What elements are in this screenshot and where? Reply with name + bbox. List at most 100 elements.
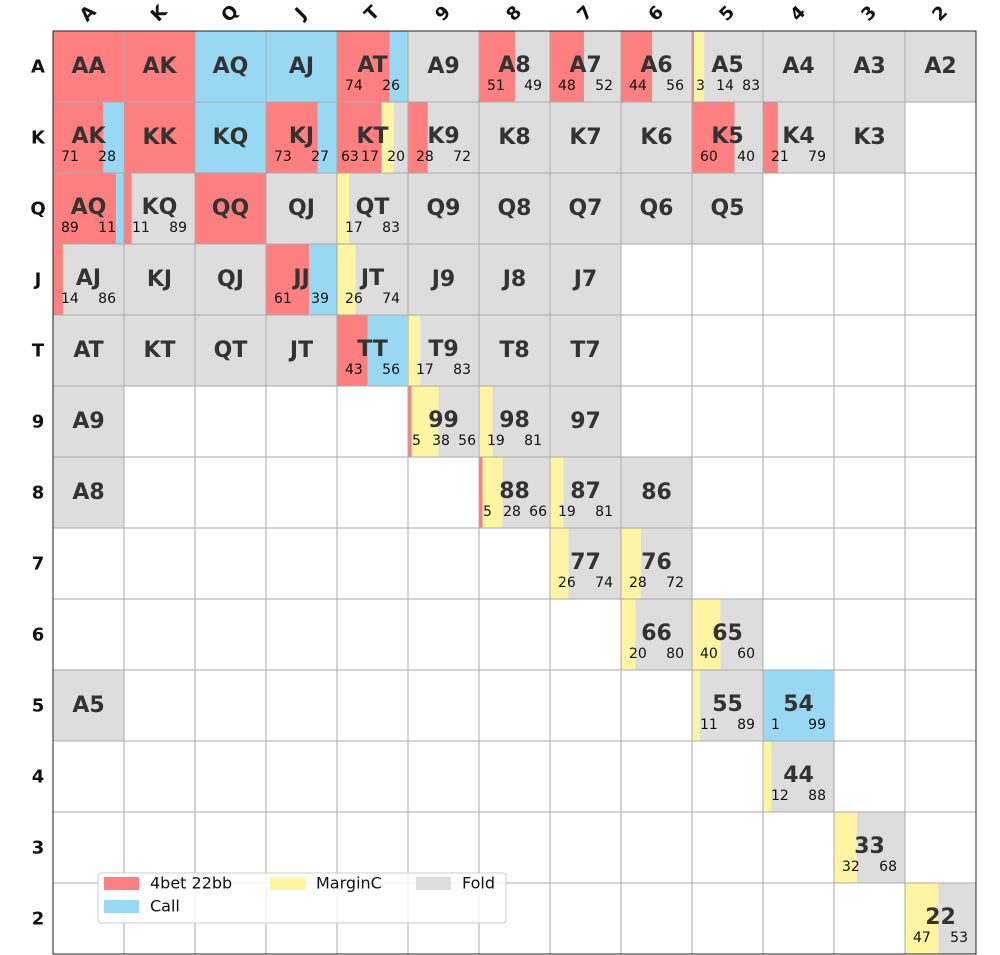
frequency-label: 56 [666, 78, 684, 94]
segment-f [420, 315, 479, 386]
segment-f [763, 31, 834, 102]
segment-r [621, 31, 653, 102]
frequency-label: 20 [387, 149, 405, 165]
hand-cell-97 [550, 386, 621, 457]
segment-f [479, 315, 550, 386]
frequency-label: 61 [274, 291, 292, 307]
frequency-label: 53 [950, 930, 968, 946]
hand-cell-kj [266, 102, 337, 173]
hand-cell-aq [53, 173, 124, 244]
segment-f [550, 173, 621, 244]
segment-f [938, 883, 976, 954]
hand-cell-98 [479, 386, 550, 457]
hand-cell-q5 [692, 173, 763, 244]
segment-f [640, 528, 692, 599]
hand-cell-k8 [479, 102, 550, 173]
hand-cell-q8 [479, 173, 550, 244]
segment-f [635, 599, 692, 670]
hand-label: A2 [924, 54, 956, 79]
segment-c [266, 31, 337, 102]
hand-cell-55 [692, 670, 763, 741]
frequency-label: 19 [487, 433, 505, 449]
hand-label: KT [356, 124, 388, 149]
segment-f [408, 173, 479, 244]
segment-f [131, 173, 195, 244]
segment-f [777, 102, 834, 173]
legend-swatch [104, 877, 139, 890]
frequency-label: 28 [98, 149, 116, 165]
hand-cell-87 [550, 457, 621, 528]
column-tick-label: 3 [857, 2, 881, 26]
hand-cell-q6 [621, 173, 692, 244]
segment-c [317, 102, 337, 173]
hand-cell-t9 [408, 315, 479, 386]
segment-f [479, 244, 550, 315]
segment-r [337, 102, 382, 173]
hand-label: 99 [428, 408, 459, 433]
hand-cell-t8 [479, 315, 550, 386]
legend-item: Fold [416, 874, 495, 893]
frequency-label: 11 [98, 220, 116, 236]
hand-label: K8 [498, 125, 530, 150]
frequency-label: 60 [700, 149, 718, 165]
segment-f [266, 315, 337, 386]
segment-r [692, 102, 735, 173]
frequency-label: 63 [341, 149, 359, 165]
hand-label: 77 [570, 550, 601, 575]
segment-f [124, 315, 195, 386]
segment-m [692, 599, 721, 670]
hand-label: A9 [72, 409, 104, 434]
hand-cell-a9 [53, 386, 124, 457]
segment-f [195, 244, 266, 315]
hand-label: KT [143, 338, 175, 363]
segment-r [53, 173, 117, 244]
segment-f [62, 244, 124, 315]
hand-cell-qj [266, 173, 337, 244]
legend-item: 4bet 22bb [104, 874, 232, 893]
frequency-label: 56 [458, 433, 476, 449]
frequency-label: 74 [382, 291, 400, 307]
segment-f [692, 173, 763, 244]
hand-cell-65 [692, 599, 763, 670]
row-tick-label: Q [30, 199, 45, 220]
frequency-label: 81 [595, 504, 613, 520]
segment-f [53, 386, 124, 457]
hand-cell-q9 [408, 173, 479, 244]
hand-cell-kj [124, 244, 195, 315]
hand-label: 86 [641, 480, 672, 505]
frequency-label: 79 [808, 149, 826, 165]
frequency-label: 89 [737, 717, 755, 733]
hand-cell-qt [337, 173, 408, 244]
frequency-label: 43 [345, 362, 363, 378]
hand-cell-k6 [621, 102, 692, 173]
segment-f [427, 102, 479, 173]
hand-label: KQ [213, 125, 249, 150]
segment-m [482, 457, 503, 528]
frequency-label: 56 [382, 362, 400, 378]
segment-r [479, 457, 483, 528]
segment-m [381, 102, 394, 173]
hand-cell-a8 [479, 31, 550, 102]
hand-label: 76 [641, 550, 672, 575]
hand-cell-aj [266, 31, 337, 102]
hand-cell-k9 [408, 102, 479, 173]
hand-cell-k7 [550, 102, 621, 173]
frequency-label: 47 [913, 930, 931, 946]
hand-label: A5 [711, 53, 743, 78]
segment-m [337, 244, 356, 315]
segment-f [550, 386, 621, 457]
segment-f [438, 386, 479, 457]
column-tick-label: T [360, 1, 384, 25]
hand-cell-t7 [550, 315, 621, 386]
hand-label: KK [142, 125, 177, 150]
hand-label: JJ [291, 266, 309, 291]
frequency-label: 3 [696, 78, 705, 94]
hand-cell-aj [53, 244, 124, 315]
segment-f [652, 31, 692, 102]
segment-f [834, 102, 905, 173]
frequency-label: 60 [737, 646, 755, 662]
frequency-label: 32 [842, 859, 860, 875]
frequency-label: 73 [274, 149, 292, 165]
